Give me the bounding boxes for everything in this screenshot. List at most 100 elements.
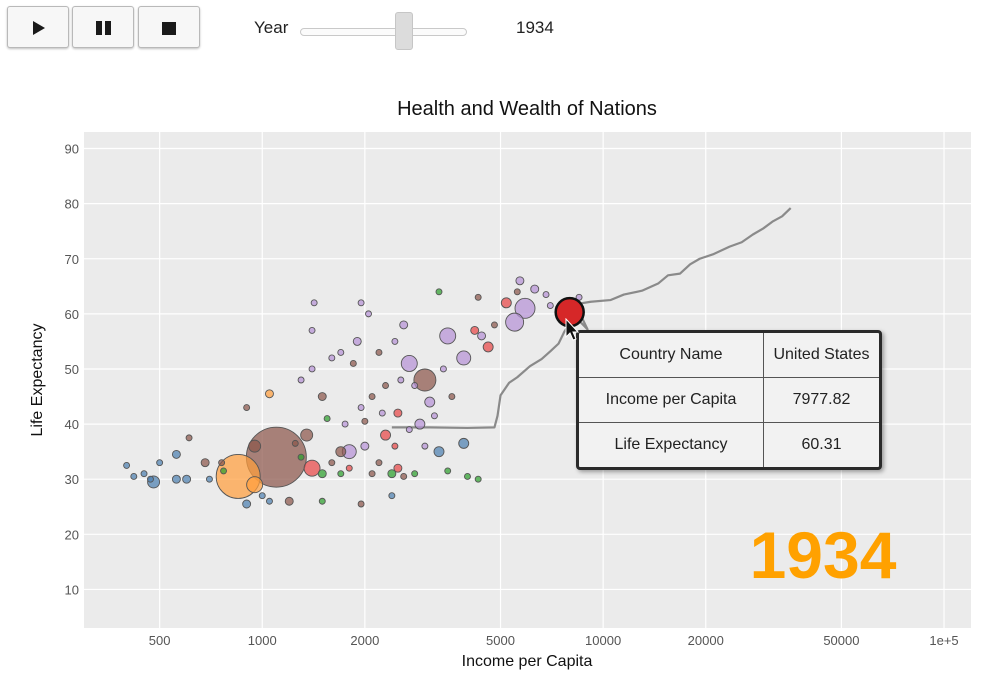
- country-bubble: [220, 467, 227, 475]
- country-bubble: [411, 470, 419, 478]
- country-bubble: [345, 464, 353, 472]
- country-bubble: [200, 458, 210, 468]
- country-bubble: [448, 393, 456, 400]
- country-bubble: [156, 459, 164, 467]
- country-bubble: [328, 354, 336, 362]
- country-bubble: [243, 404, 251, 412]
- x-tick-label: 2000: [350, 633, 379, 648]
- year-slider-track[interactable]: [300, 28, 467, 36]
- country-bubble: [352, 336, 362, 346]
- country-bubble: [368, 393, 376, 400]
- y-tick-label: 10: [65, 582, 79, 597]
- mouse-cursor-icon: [565, 318, 580, 341]
- country-bubble: [140, 470, 148, 478]
- country-bubble: [171, 449, 181, 459]
- country-bubble: [205, 475, 213, 483]
- country-bubble: [318, 497, 326, 505]
- country-bubble: [397, 376, 405, 384]
- country-bubble: [470, 325, 480, 335]
- year-slider-handle[interactable]: [395, 12, 413, 50]
- country-bubble: [546, 302, 554, 310]
- country-bubble: [474, 293, 482, 301]
- country-bubble: [393, 463, 403, 473]
- country-bubble: [323, 415, 331, 423]
- tooltip-table: Country Name United States Income per Ca…: [579, 333, 879, 467]
- country-bubble: [357, 299, 365, 307]
- pause-button[interactable]: [72, 6, 134, 48]
- country-bubble: [147, 475, 154, 483]
- country-bubble: [430, 412, 438, 420]
- y-tick-label: 50: [65, 362, 79, 377]
- y-axis-label: Life Expectancy: [29, 324, 46, 437]
- stop-button[interactable]: [138, 6, 200, 48]
- country-bubble: [337, 348, 345, 356]
- country-bubble: [349, 360, 357, 367]
- country-bubble: [458, 437, 470, 449]
- country-bubble: [368, 470, 376, 478]
- country-bubble: [310, 299, 318, 307]
- country-bubble: [357, 500, 365, 508]
- country-bubble: [380, 429, 391, 441]
- country-bubble: [357, 404, 365, 412]
- play-button[interactable]: [7, 6, 69, 48]
- y-tick-label: 60: [65, 307, 79, 322]
- country-bubble: [391, 442, 399, 450]
- x-tick-label: 50000: [823, 633, 859, 648]
- country-bubble: [328, 459, 336, 467]
- tooltip-row: Country Name United States: [579, 333, 879, 378]
- y-tick-label: 90: [65, 142, 79, 157]
- country-bubble: [456, 350, 472, 366]
- country-bubble: [399, 320, 409, 330]
- tooltip-value: 7977.82: [763, 376, 879, 424]
- country-bubble: [387, 469, 397, 479]
- playback-controls: Year 1934: [0, 0, 985, 60]
- country-bubble: [433, 446, 445, 458]
- country-bubble: [375, 459, 383, 467]
- pause-icon: [96, 21, 111, 35]
- x-axis: 500 1000 2000 5000 10000 20000 50000 1e+5: [149, 633, 959, 648]
- country-bubble: [439, 327, 457, 345]
- country-bubble: [444, 467, 452, 475]
- country-bubble: [248, 439, 262, 453]
- country-bubble: [411, 382, 419, 389]
- country-bubble: [297, 453, 305, 461]
- country-bubble: [246, 476, 264, 494]
- country-bubble: [464, 472, 471, 480]
- country-bubble: [317, 392, 327, 401]
- x-axis-label: Income per Capita: [462, 653, 593, 670]
- country-bubble: [421, 442, 429, 450]
- stop-icon: [162, 22, 176, 35]
- country-bubble: [265, 389, 274, 399]
- country-bubble: [335, 446, 347, 458]
- x-tick-label: 500: [149, 633, 171, 648]
- country-bubble: [424, 396, 436, 408]
- chart-title: Health and Wealth of Nations: [397, 98, 657, 120]
- country-bubble: [266, 497, 273, 505]
- y-tick-label: 30: [65, 472, 79, 487]
- country-bubble: [400, 472, 408, 480]
- country-bubble: [361, 417, 369, 425]
- play-icon: [33, 21, 45, 35]
- country-bubble: [405, 426, 413, 434]
- country-bubble: [391, 337, 399, 345]
- country-bubble: [185, 434, 193, 442]
- y-tick-label: 80: [65, 197, 79, 212]
- country-bubble: [337, 470, 345, 478]
- tooltip-label: Income per Capita: [579, 376, 764, 424]
- country-bubble: [530, 284, 540, 294]
- country-bubble: [242, 499, 252, 509]
- x-tick-label: 1e+5: [929, 633, 958, 648]
- country-bubble: [297, 376, 305, 384]
- country-bubble: [400, 355, 418, 372]
- country-bubble: [291, 439, 299, 447]
- country-bubble: [360, 441, 370, 451]
- country-bubble: [500, 297, 512, 309]
- country-bubble: [514, 297, 536, 319]
- country-bubble: [308, 365, 316, 373]
- country-bubble: [378, 409, 386, 417]
- x-tick-label: 10000: [585, 633, 621, 648]
- country-bubble: [505, 312, 525, 332]
- country-bubble: [365, 310, 372, 318]
- tooltip-row: Income per Capita 7977.82: [579, 376, 879, 424]
- data-points: [123, 276, 583, 509]
